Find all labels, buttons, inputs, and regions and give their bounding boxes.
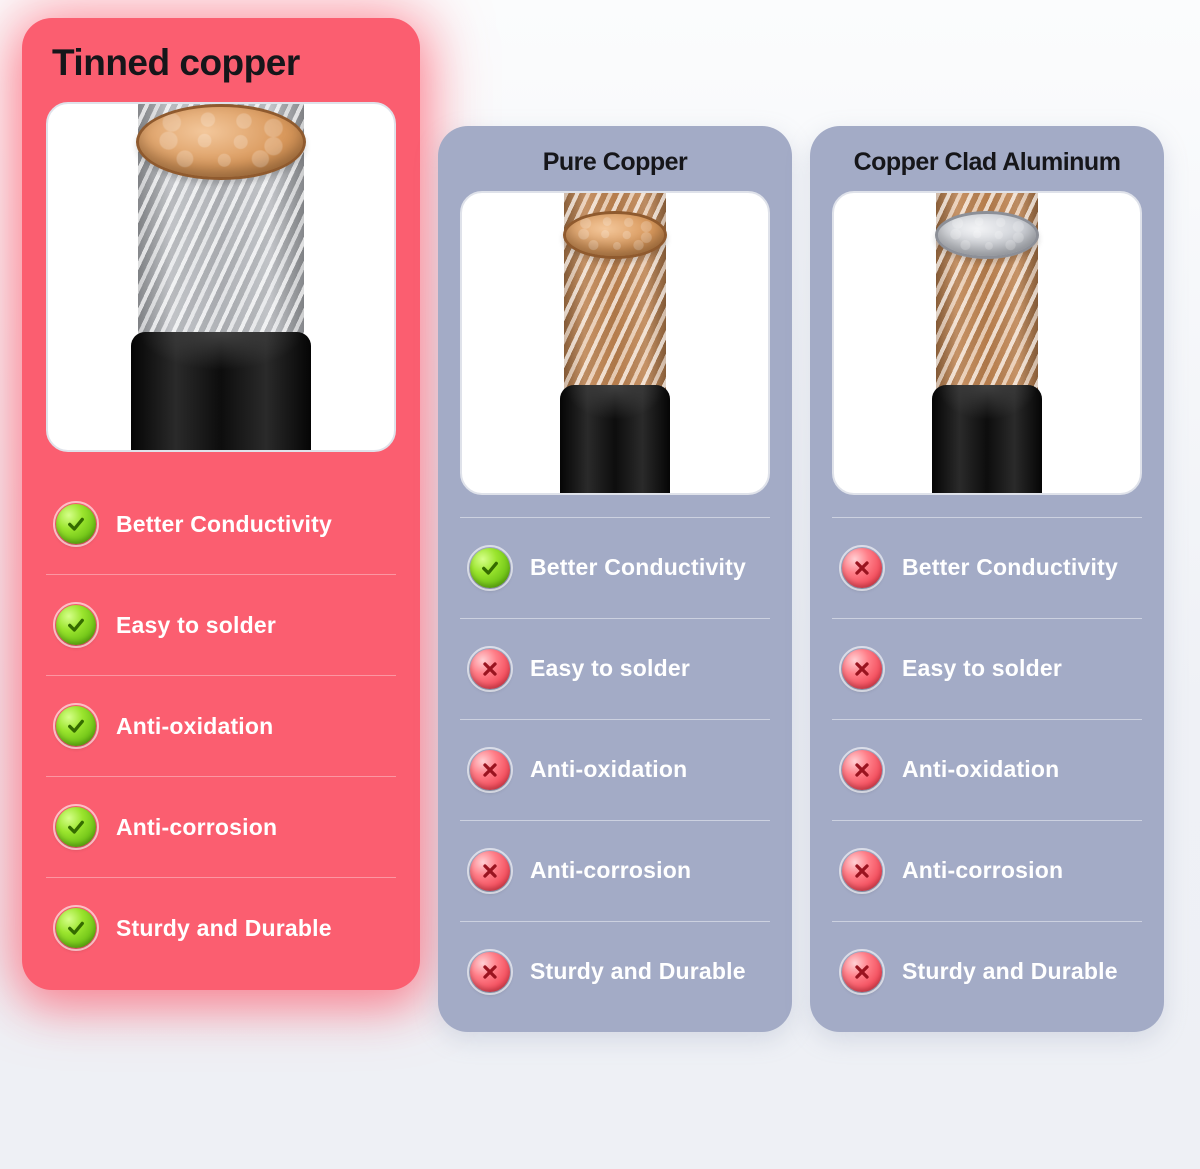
check-icon [56,504,96,544]
feature-row: Anti-oxidation [460,719,770,820]
cable-illustration [560,215,670,495]
cross-icon [470,952,510,992]
column-pure: Pure Copper Better Conductivity Easy to so… [438,126,792,1032]
feature-label: Sturdy and Durable [902,958,1118,985]
cross-icon [470,649,510,689]
feature-list: Better Conductivity Easy to solder Anti-ox… [832,517,1142,1022]
feature-row: Better Conductivity [460,517,770,618]
feature-row: Anti-oxidation [832,719,1142,820]
check-icon [56,706,96,746]
check-icon [56,908,96,948]
feature-row: Anti-corrosion [46,776,396,877]
feature-label: Easy to solder [116,612,276,639]
cross-icon [842,750,882,790]
feature-row: Better Conductivity [46,474,396,574]
column-title: Pure Copper [460,148,770,177]
feature-label: Anti-corrosion [902,857,1063,884]
feature-label: Anti-oxidation [902,756,1059,783]
column-cca: Copper Clad Aluminum Better Conductivity E… [810,126,1164,1032]
feature-row: Easy to solder [832,618,1142,719]
check-icon [56,807,96,847]
feature-row: Anti-oxidation [46,675,396,776]
cross-icon [470,851,510,891]
feature-label: Easy to solder [530,655,690,682]
feature-label: Easy to solder [902,655,1062,682]
feature-row: Sturdy and Durable [832,921,1142,1022]
cross-icon [842,548,882,588]
comparison-grid: Tinned copper Better Conductivity Easy to … [22,18,1172,1151]
feature-label: Anti-oxidation [116,713,273,740]
feature-label: Better Conductivity [116,511,332,538]
column-title: Copper Clad Aluminum [832,148,1142,177]
feature-label: Sturdy and Durable [116,915,332,942]
check-icon [470,548,510,588]
check-icon [56,605,96,645]
feature-row: Easy to solder [460,618,770,719]
feature-label: Better Conductivity [902,554,1118,581]
cross-icon [842,649,882,689]
column-tinned: Tinned copper Better Conductivity Easy to … [22,18,420,990]
feature-row: Anti-corrosion [832,820,1142,921]
cable-image [46,102,396,452]
feature-label: Better Conductivity [530,554,746,581]
cable-image [832,191,1142,495]
feature-row: Easy to solder [46,574,396,675]
feature-list: Better Conductivity Easy to solder Anti-ox… [460,517,770,1022]
feature-list: Better Conductivity Easy to solder Anti-ox… [46,474,396,978]
cross-icon [842,952,882,992]
feature-row: Better Conductivity [832,517,1142,618]
feature-row: Sturdy and Durable [46,877,396,978]
feature-label: Anti-corrosion [530,857,691,884]
feature-row: Anti-corrosion [460,820,770,921]
feature-row: Sturdy and Durable [460,921,770,1022]
cable-illustration [932,215,1042,495]
column-title: Tinned copper [46,42,396,84]
cross-icon [842,851,882,891]
cable-illustration [131,112,311,452]
feature-label: Sturdy and Durable [530,958,746,985]
cross-icon [470,750,510,790]
feature-label: Anti-oxidation [530,756,687,783]
feature-label: Anti-corrosion [116,814,277,841]
cable-image [460,191,770,495]
